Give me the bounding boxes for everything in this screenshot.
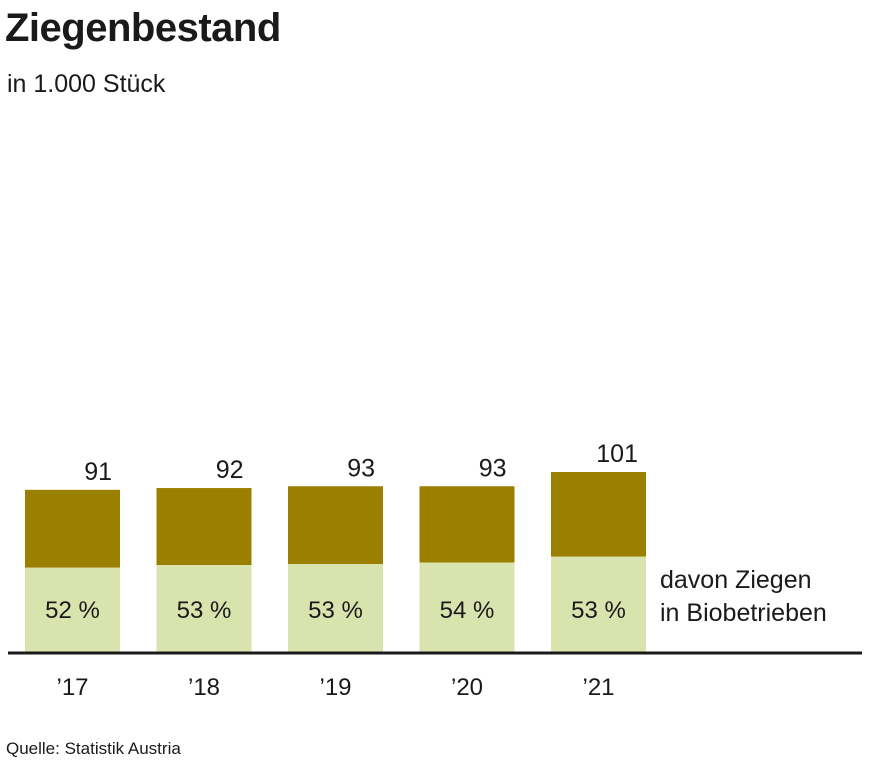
annotation-line-1: davon Ziegen (660, 566, 812, 594)
bar-total-segment (419, 486, 515, 563)
annotation-line-2: in Biobetrieben (660, 599, 827, 627)
bar-organic-segment (156, 565, 252, 652)
bar-total-segment (156, 488, 252, 566)
bar-share-label: 53 % (177, 597, 232, 624)
bar-organic-segment (288, 564, 383, 652)
bar-total-segment (551, 472, 646, 557)
chart-subtitle: in 1.000 Stück (7, 70, 166, 98)
bar-share-label: 53 % (308, 597, 363, 624)
x-tick-label: ’19 (319, 674, 351, 701)
x-tick-label: ’21 (582, 674, 614, 701)
bar-total-label: 93 (479, 454, 507, 482)
bars-layer: 91 52 % ’17 92 53 % ’18 93 53 % ’19 93 54 % ’20 101 5… (25, 440, 646, 701)
bar-organic-segment (419, 562, 515, 652)
bar-total-segment (25, 489, 120, 568)
bar-share-label: 52 % (45, 597, 100, 624)
bar-total-label: 91 (84, 458, 112, 486)
bar-organic-segment (551, 556, 646, 652)
bar-share-label: 54 % (440, 597, 495, 624)
x-tick-label: ’17 (56, 674, 88, 701)
bar-total-label: 101 (596, 440, 638, 468)
bar-total-label: 93 (347, 454, 375, 482)
x-tick-label: ’20 (451, 674, 483, 701)
bar-organic-segment (25, 567, 120, 652)
source-note: Quelle: Statistik Austria (6, 739, 181, 758)
x-tick-label: ’18 (188, 674, 220, 701)
chart-title: Ziegenbestand (5, 6, 281, 50)
bar-share-label: 53 % (571, 597, 626, 624)
bar-total-segment (288, 486, 383, 565)
bar-total-label: 92 (216, 456, 244, 484)
